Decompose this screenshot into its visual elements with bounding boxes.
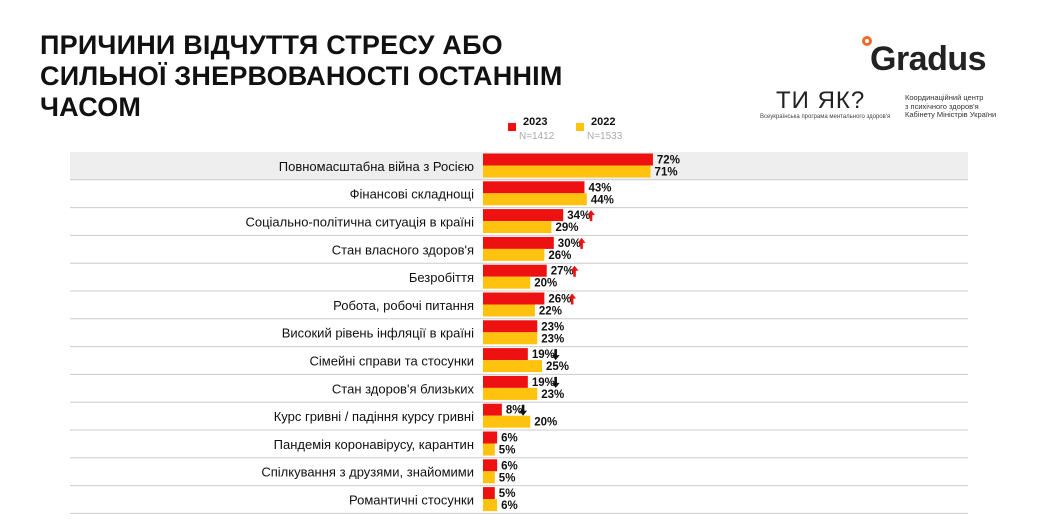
category-label: Курс гривні / падіння курсу гривні	[274, 409, 474, 424]
bar-2022	[483, 221, 552, 234]
value-label-2023: 43%	[588, 182, 611, 194]
gradus-logo-text: Gradus	[870, 40, 987, 78]
value-label-2023: 5%	[499, 488, 516, 500]
value-label-2022: 29%	[555, 222, 578, 234]
bar-2022	[483, 471, 495, 484]
value-label-2023: 8%	[506, 405, 523, 417]
value-label-2022: 44%	[591, 194, 614, 206]
category-label: Фінансові складнощі	[350, 187, 474, 202]
bar-2022	[483, 332, 538, 345]
value-label-2022: 71%	[655, 167, 678, 179]
value-label-2022: 22%	[539, 306, 562, 318]
value-label-2022: 26%	[548, 250, 571, 262]
value-label-2022: 25%	[546, 361, 569, 373]
value-label-2023: 27%	[551, 266, 574, 278]
arrow-up-icon	[570, 265, 579, 277]
category-label: Спілкування з друзями, знайомими	[261, 465, 474, 480]
value-label-2022: 23%	[541, 389, 564, 401]
bar-2023	[483, 236, 554, 249]
arrow-down-icon	[551, 376, 560, 388]
category-label: Сімейні справи та стосунки	[310, 354, 474, 369]
tiyak-logo-text: ТИ ЯК?	[776, 87, 866, 114]
bar-2023	[483, 181, 585, 194]
legend-swatch-2022	[576, 123, 584, 131]
bar-2023	[483, 209, 564, 222]
value-label-2023: 26%	[548, 294, 571, 306]
chart-legend: 2023 N=1412 2022 N=1533	[508, 116, 668, 146]
bar-2023	[483, 375, 528, 388]
bar-2022	[483, 193, 587, 206]
bar-2022	[483, 304, 535, 317]
bar-2022	[483, 248, 545, 261]
bar-2023	[483, 153, 653, 166]
bar-2022	[483, 443, 495, 456]
value-label-2023: 72%	[657, 155, 680, 167]
title-line-2: СИЛЬНОЇ ЗНЕРВОВАНОСТІ ОСТАННІМ ЧАСОМ	[40, 61, 563, 122]
category-label: Робота, робочі питання	[333, 298, 474, 313]
value-label-2023: 30%	[558, 238, 581, 250]
category-label: Стан власного здоров'я	[332, 242, 474, 257]
category-label: Безробіття	[409, 270, 474, 285]
legend-year-2022: 2022	[591, 116, 616, 128]
bar-2023	[483, 348, 528, 361]
title-line-1: ПРИЧИНИ ВІДЧУТТЯ СТРЕСУ АБО	[40, 30, 503, 60]
category-label: Високий рівень інфляції в країні	[282, 326, 474, 341]
legend-year-2023: 2023	[523, 116, 548, 128]
coord-line-1: Координаційний центр	[905, 93, 984, 102]
bar-2023	[483, 292, 545, 305]
value-label-2022: 5%	[499, 472, 516, 484]
tiyak-logo-subtitle: Всеукраїнська програма ментального здоро…	[760, 114, 891, 120]
category-label: Романтичні стосунки	[349, 493, 474, 508]
arrow-up-icon	[587, 210, 596, 222]
bar-2023	[483, 487, 495, 500]
arrow-down-icon	[551, 349, 560, 361]
bar-2022	[483, 415, 531, 428]
coordination-center-logo: Координаційний центр з психічного здоров…	[905, 93, 1025, 120]
category-label: Соціально-політична ситуація в країні	[245, 215, 474, 230]
legend-n-2022: N=1533	[587, 131, 623, 142]
category-label: Пандемія коронавірусу, карантин	[274, 437, 474, 452]
category-label: Стан здоров'я близьких	[332, 381, 475, 396]
arrow-up-icon	[568, 293, 577, 305]
bar-2022	[483, 387, 538, 400]
bar-2022	[483, 165, 651, 178]
value-label-2023: 19%	[532, 377, 555, 389]
page-title: ПРИЧИНИ ВІДЧУТТЯ СТРЕСУ АБО СИЛЬНОЇ ЗНЕР…	[40, 30, 660, 123]
arrow-up-icon	[577, 237, 586, 249]
bar-2023	[483, 459, 498, 472]
bar-2022	[483, 276, 531, 289]
legend-n-2023: N=1412	[519, 131, 555, 142]
value-label-2023: 23%	[541, 321, 564, 333]
coord-line-3: Кабінету Міністрів України	[905, 110, 997, 119]
legend-swatch-2023	[508, 123, 516, 131]
value-label-2022: 6%	[501, 500, 518, 512]
gradus-dot-icon	[862, 36, 872, 46]
value-label-2022: 5%	[499, 445, 516, 457]
value-label-2023: 19%	[532, 349, 555, 361]
tiyak-logo: ТИ ЯК? Всеукраїнська програма ментальног…	[760, 87, 890, 123]
bar-2022	[483, 499, 498, 512]
coord-line-2: з психічного здоров'я	[905, 101, 979, 111]
bar-2023	[483, 403, 502, 416]
value-label-2022: 20%	[534, 278, 557, 290]
value-label-2023: 6%	[501, 433, 518, 445]
category-label: Повномасштабна війна з Росією	[279, 159, 474, 174]
value-label-2022: 23%	[541, 333, 564, 345]
bar-2023	[483, 264, 547, 277]
bar-2023	[483, 431, 498, 444]
gradus-logo: Gradus	[862, 36, 1016, 80]
bar-2022	[483, 360, 542, 373]
arrow-down-icon	[519, 404, 528, 416]
value-label-2023: 6%	[501, 460, 518, 472]
bar-2023	[483, 320, 538, 333]
value-label-2022: 20%	[534, 417, 557, 429]
value-label-2023: 34%	[567, 210, 590, 222]
